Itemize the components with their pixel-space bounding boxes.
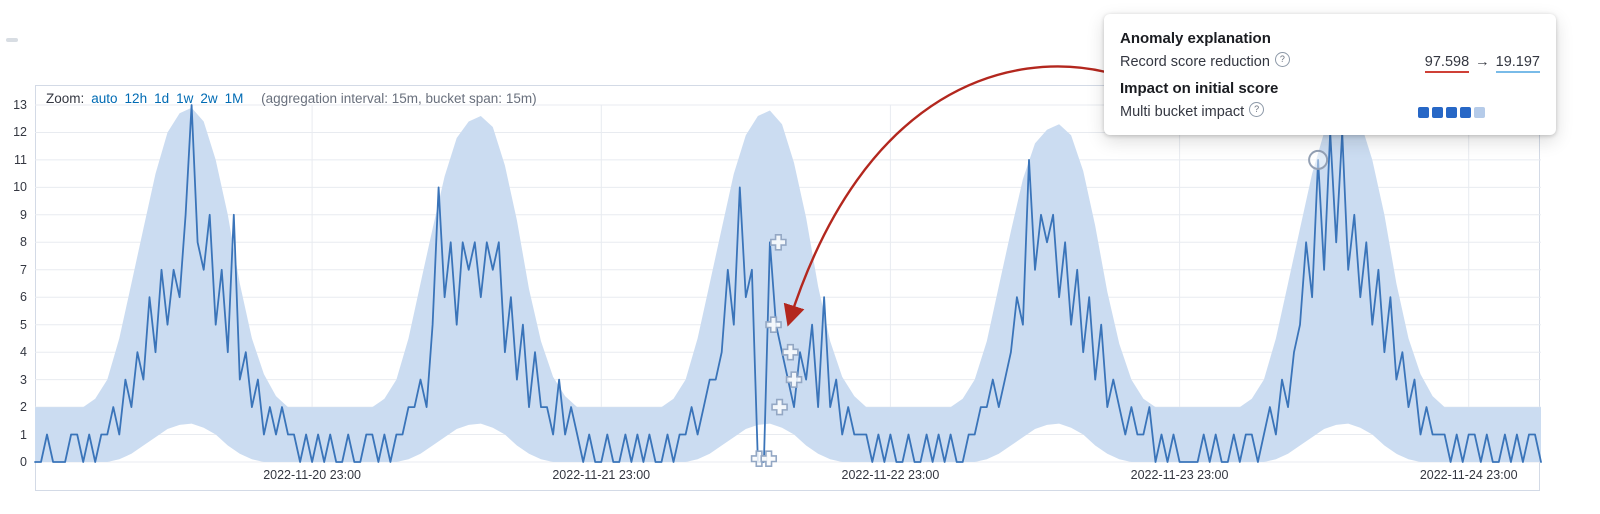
y-axis-label: 9: [20, 207, 27, 222]
multi-bucket-anomaly-marker[interactable]: [782, 343, 799, 361]
impact-square: [1446, 106, 1457, 118]
impact-title: Impact on initial score: [1120, 80, 1279, 97]
record-score-text: Record score reduction: [1120, 54, 1270, 70]
x-axis-label: 2022-11-21 23:00: [552, 468, 651, 482]
aggregation-note: (aggregation interval: 15m, bucket span:…: [261, 91, 537, 106]
y-axis-label: 8: [20, 235, 27, 250]
impact-square: [1418, 106, 1429, 118]
selected-anomaly-marker[interactable]: [1308, 149, 1329, 170]
x-axis-label: 2022-11-24 23:00: [1419, 468, 1518, 482]
y-axis-label: 3: [20, 372, 27, 387]
multi-bucket-anomaly-marker[interactable]: [770, 234, 787, 251]
popover-title: Anomaly explanation: [1120, 30, 1271, 47]
y-axis-label: 12: [13, 125, 27, 140]
impact-square: [1460, 106, 1471, 118]
score-from: 97.598: [1424, 54, 1470, 73]
zoom-label: Zoom:: [46, 91, 85, 106]
multi-bucket-anomaly-marker[interactable]: [765, 316, 782, 333]
zoom-option-1M[interactable]: 1M: [224, 91, 244, 106]
arrow-glyph: →: [1475, 54, 1490, 70]
y-axis-label: 0: [20, 455, 27, 469]
y-axis-label: 2: [20, 400, 27, 415]
impact-square: [1432, 106, 1443, 118]
y-axis-label: 6: [20, 290, 27, 305]
score-to: 19.197: [1495, 54, 1540, 73]
y-axis-label: 11: [14, 152, 27, 167]
y-axis-label: 4: [20, 345, 27, 360]
zoom-option-auto[interactable]: auto: [91, 91, 118, 106]
cropped-ui-fragment: [6, 38, 18, 42]
question-in-circle-icon[interactable]: ?: [1249, 101, 1265, 117]
y-axis-label: 5: [20, 317, 27, 332]
anomaly-explanation-popover: Anomaly explanation Record score reducti…: [1104, 14, 1556, 135]
record-score-values: 97.598 → 19.197: [1424, 54, 1540, 73]
zoom-option-1w[interactable]: 1w: [176, 91, 194, 106]
multi-bucket-anomaly-marker[interactable]: [760, 450, 778, 468]
multi-bucket-label: Multi bucket impact ?: [1120, 101, 1265, 120]
annotation-arrow: [783, 65, 1107, 327]
zoom-option-2w[interactable]: 2w: [200, 91, 218, 106]
multi-bucket-anomaly-marker[interactable]: [771, 398, 788, 416]
multi-bucket-anomaly-marker[interactable]: [785, 371, 803, 388]
impact-square: [1474, 106, 1485, 118]
impact-squares: [1415, 106, 1485, 118]
y-axis-label: 1: [20, 427, 27, 442]
x-axis-label: 2022-11-23 23:00: [1130, 468, 1229, 482]
y-axis-label: 13: [13, 98, 27, 112]
zoom-controls: Zoom: auto 12h 1d 1w 2w 1M (aggregation interv…: [46, 91, 537, 106]
x-axis-label: 2022-11-22 23:00: [841, 468, 940, 482]
zoom-option-12h[interactable]: 12h: [124, 91, 148, 106]
y-axis-label: 10: [13, 180, 27, 195]
model-bounds-band: [35, 107, 1541, 462]
y-axis-label: 7: [20, 262, 27, 277]
record-score-label: Record score reduction ?: [1120, 51, 1290, 70]
multi-bucket-text: Multi bucket impact: [1120, 104, 1245, 120]
zoom-option-1d[interactable]: 1d: [154, 91, 170, 106]
x-axis-label: 2022-11-20 23:00: [263, 468, 361, 482]
question-in-circle-icon[interactable]: ?: [1274, 51, 1290, 67]
